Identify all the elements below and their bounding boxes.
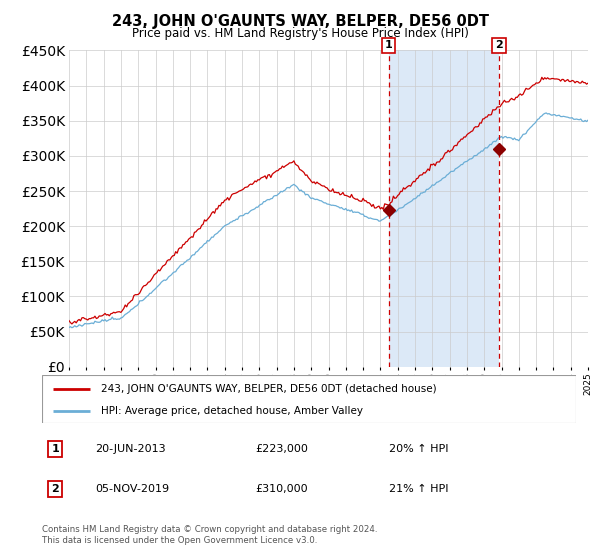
Text: 05-NOV-2019: 05-NOV-2019 <box>95 484 170 494</box>
FancyBboxPatch shape <box>42 375 576 423</box>
Text: 2: 2 <box>495 40 503 50</box>
Bar <box>389 50 499 367</box>
Text: 21% ↑ HPI: 21% ↑ HPI <box>389 484 449 494</box>
Text: Price paid vs. HM Land Registry's House Price Index (HPI): Price paid vs. HM Land Registry's House … <box>131 27 469 40</box>
Text: 243, JOHN O'GAUNTS WAY, BELPER, DE56 0DT: 243, JOHN O'GAUNTS WAY, BELPER, DE56 0DT <box>112 14 488 29</box>
Text: Contains HM Land Registry data © Crown copyright and database right 2024.
This d: Contains HM Land Registry data © Crown c… <box>42 525 377 545</box>
Text: 20% ↑ HPI: 20% ↑ HPI <box>389 444 449 454</box>
Text: 243, JOHN O'GAUNTS WAY, BELPER, DE56 0DT (detached house): 243, JOHN O'GAUNTS WAY, BELPER, DE56 0DT… <box>101 384 436 394</box>
Text: 1: 1 <box>385 40 392 50</box>
Text: £310,000: £310,000 <box>256 484 308 494</box>
Text: 1: 1 <box>52 444 59 454</box>
Text: HPI: Average price, detached house, Amber Valley: HPI: Average price, detached house, Ambe… <box>101 406 363 416</box>
Text: £223,000: £223,000 <box>256 444 308 454</box>
Text: 20-JUN-2013: 20-JUN-2013 <box>95 444 166 454</box>
Text: 2: 2 <box>52 484 59 494</box>
